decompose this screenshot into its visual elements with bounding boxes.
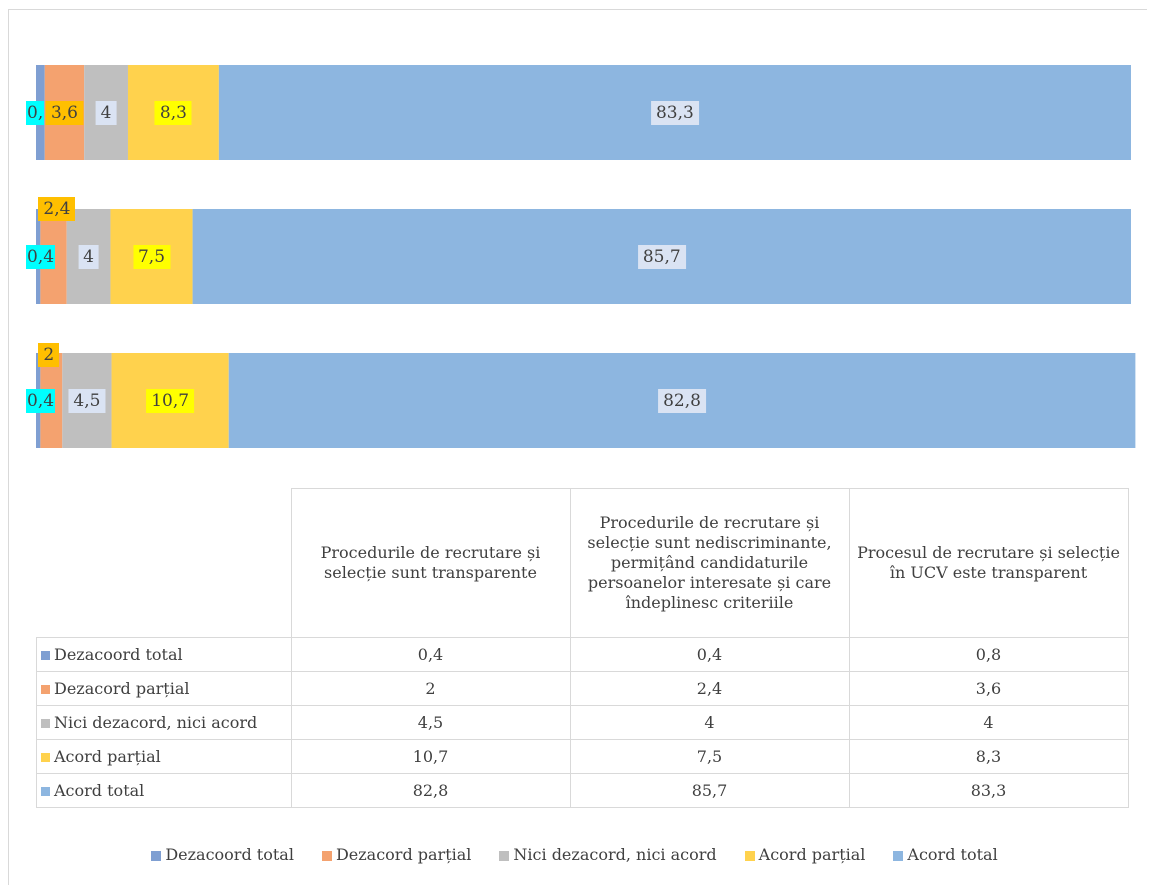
legend-swatch xyxy=(893,850,904,861)
table-cell: 8,3 xyxy=(848,739,1129,774)
chart-legend: Dezacoord total Dezacord parțial Nici deza… xyxy=(0,845,1149,864)
legend-key-swatch xyxy=(41,719,50,728)
table-cell: 4 xyxy=(848,705,1129,740)
row-header: Acord total xyxy=(36,773,292,808)
table-row: Dezacoord total 0,4 0,4 0,8 xyxy=(36,637,1129,672)
legend-item: Acord total xyxy=(893,845,998,864)
data-label: 3,6 xyxy=(45,100,83,125)
row-label: Acord total xyxy=(54,781,145,800)
table-cell: 2,4 xyxy=(569,671,850,706)
legend-label: Acord parțial xyxy=(758,845,866,864)
table-cell: 2 xyxy=(290,671,571,706)
data-label: 4 xyxy=(95,100,117,125)
data-label: 7,5 xyxy=(132,244,171,269)
data-label: 4 xyxy=(78,244,99,269)
row-header: Acord parțial xyxy=(36,739,292,774)
table-cell: 4,5 xyxy=(290,705,571,740)
legend-item: Dezacord parțial xyxy=(321,845,472,864)
legend-label: Dezacord parțial xyxy=(335,845,472,864)
column-header: Procesul de recrutare și selecție în UCV… xyxy=(848,488,1129,638)
chart-frame xyxy=(8,9,1147,885)
data-table-corner xyxy=(36,488,292,638)
legend-item: Acord parțial xyxy=(744,845,866,864)
legend-item: Dezacoord total xyxy=(151,845,294,864)
row-label: Dezacoord total xyxy=(54,645,183,664)
row-label: Acord parțial xyxy=(54,747,161,766)
data-label: 85,7 xyxy=(637,244,686,269)
legend-label: Dezacoord total xyxy=(165,845,294,864)
legend-label: Acord total xyxy=(907,845,998,864)
table-cell: 0,8 xyxy=(848,637,1129,672)
legend-key-swatch xyxy=(41,685,50,694)
data-label: 2 xyxy=(38,343,60,367)
bar-plot-area xyxy=(36,65,1136,448)
data-label: 8,3 xyxy=(154,100,192,125)
table-cell: 0,4 xyxy=(290,637,571,672)
table-cell: 83,3 xyxy=(848,773,1129,808)
legend-key-swatch xyxy=(41,651,50,660)
table-row: Acord total 82,8 85,7 83,3 xyxy=(36,773,1129,808)
table-row: Nici dezacord, nici acord 4,5 4 4 xyxy=(36,705,1129,740)
table-cell: 3,6 xyxy=(848,671,1129,706)
table-cell: 0,4 xyxy=(569,637,850,672)
table-cell: 7,5 xyxy=(569,739,850,774)
table-cell: 10,7 xyxy=(290,739,571,774)
legend-label: Nici dezacord, nici acord xyxy=(513,845,717,864)
row-label: Nici dezacord, nici acord xyxy=(54,713,258,732)
legend-swatch xyxy=(744,850,755,861)
data-table: Procedurile de recrutare și selecție sun… xyxy=(36,488,1129,808)
column-header: Procedurile de recrutare și selecție sun… xyxy=(569,488,850,638)
data-label: 0,4 xyxy=(26,388,56,413)
legend-swatch xyxy=(151,850,162,861)
legend-key-swatch xyxy=(41,753,50,762)
table-cell: 4 xyxy=(569,705,850,740)
row-header: Nici dezacord, nici acord xyxy=(36,705,292,740)
table-cell: 85,7 xyxy=(569,773,850,808)
row-header: Dezacoord total xyxy=(36,637,292,672)
data-label: 83,3 xyxy=(650,100,699,125)
row-header: Dezacord parțial xyxy=(36,671,292,706)
legend-swatch xyxy=(321,850,332,861)
legend-key-swatch xyxy=(41,787,50,796)
column-header: Procedurile de recrutare și selecție sun… xyxy=(290,488,571,638)
table-row: Acord parțial 10,7 7,5 8,3 xyxy=(36,739,1129,774)
data-label: 2,4 xyxy=(38,197,76,221)
data-label: 0,4 xyxy=(26,244,56,269)
data-label: 0, xyxy=(26,100,45,125)
table-cell: 82,8 xyxy=(290,773,571,808)
legend-item: Nici dezacord, nici acord xyxy=(499,845,717,864)
table-row: Dezacord parțial 2 2,4 3,6 xyxy=(36,671,1129,706)
legend-swatch xyxy=(499,850,510,861)
data-label: 4,5 xyxy=(68,388,106,413)
row-label: Dezacord parțial xyxy=(54,679,190,698)
data-label: 10,7 xyxy=(146,388,195,413)
data-label: 82,8 xyxy=(658,388,706,413)
data-table-header: Procedurile de recrutare și selecție sun… xyxy=(36,488,1129,638)
